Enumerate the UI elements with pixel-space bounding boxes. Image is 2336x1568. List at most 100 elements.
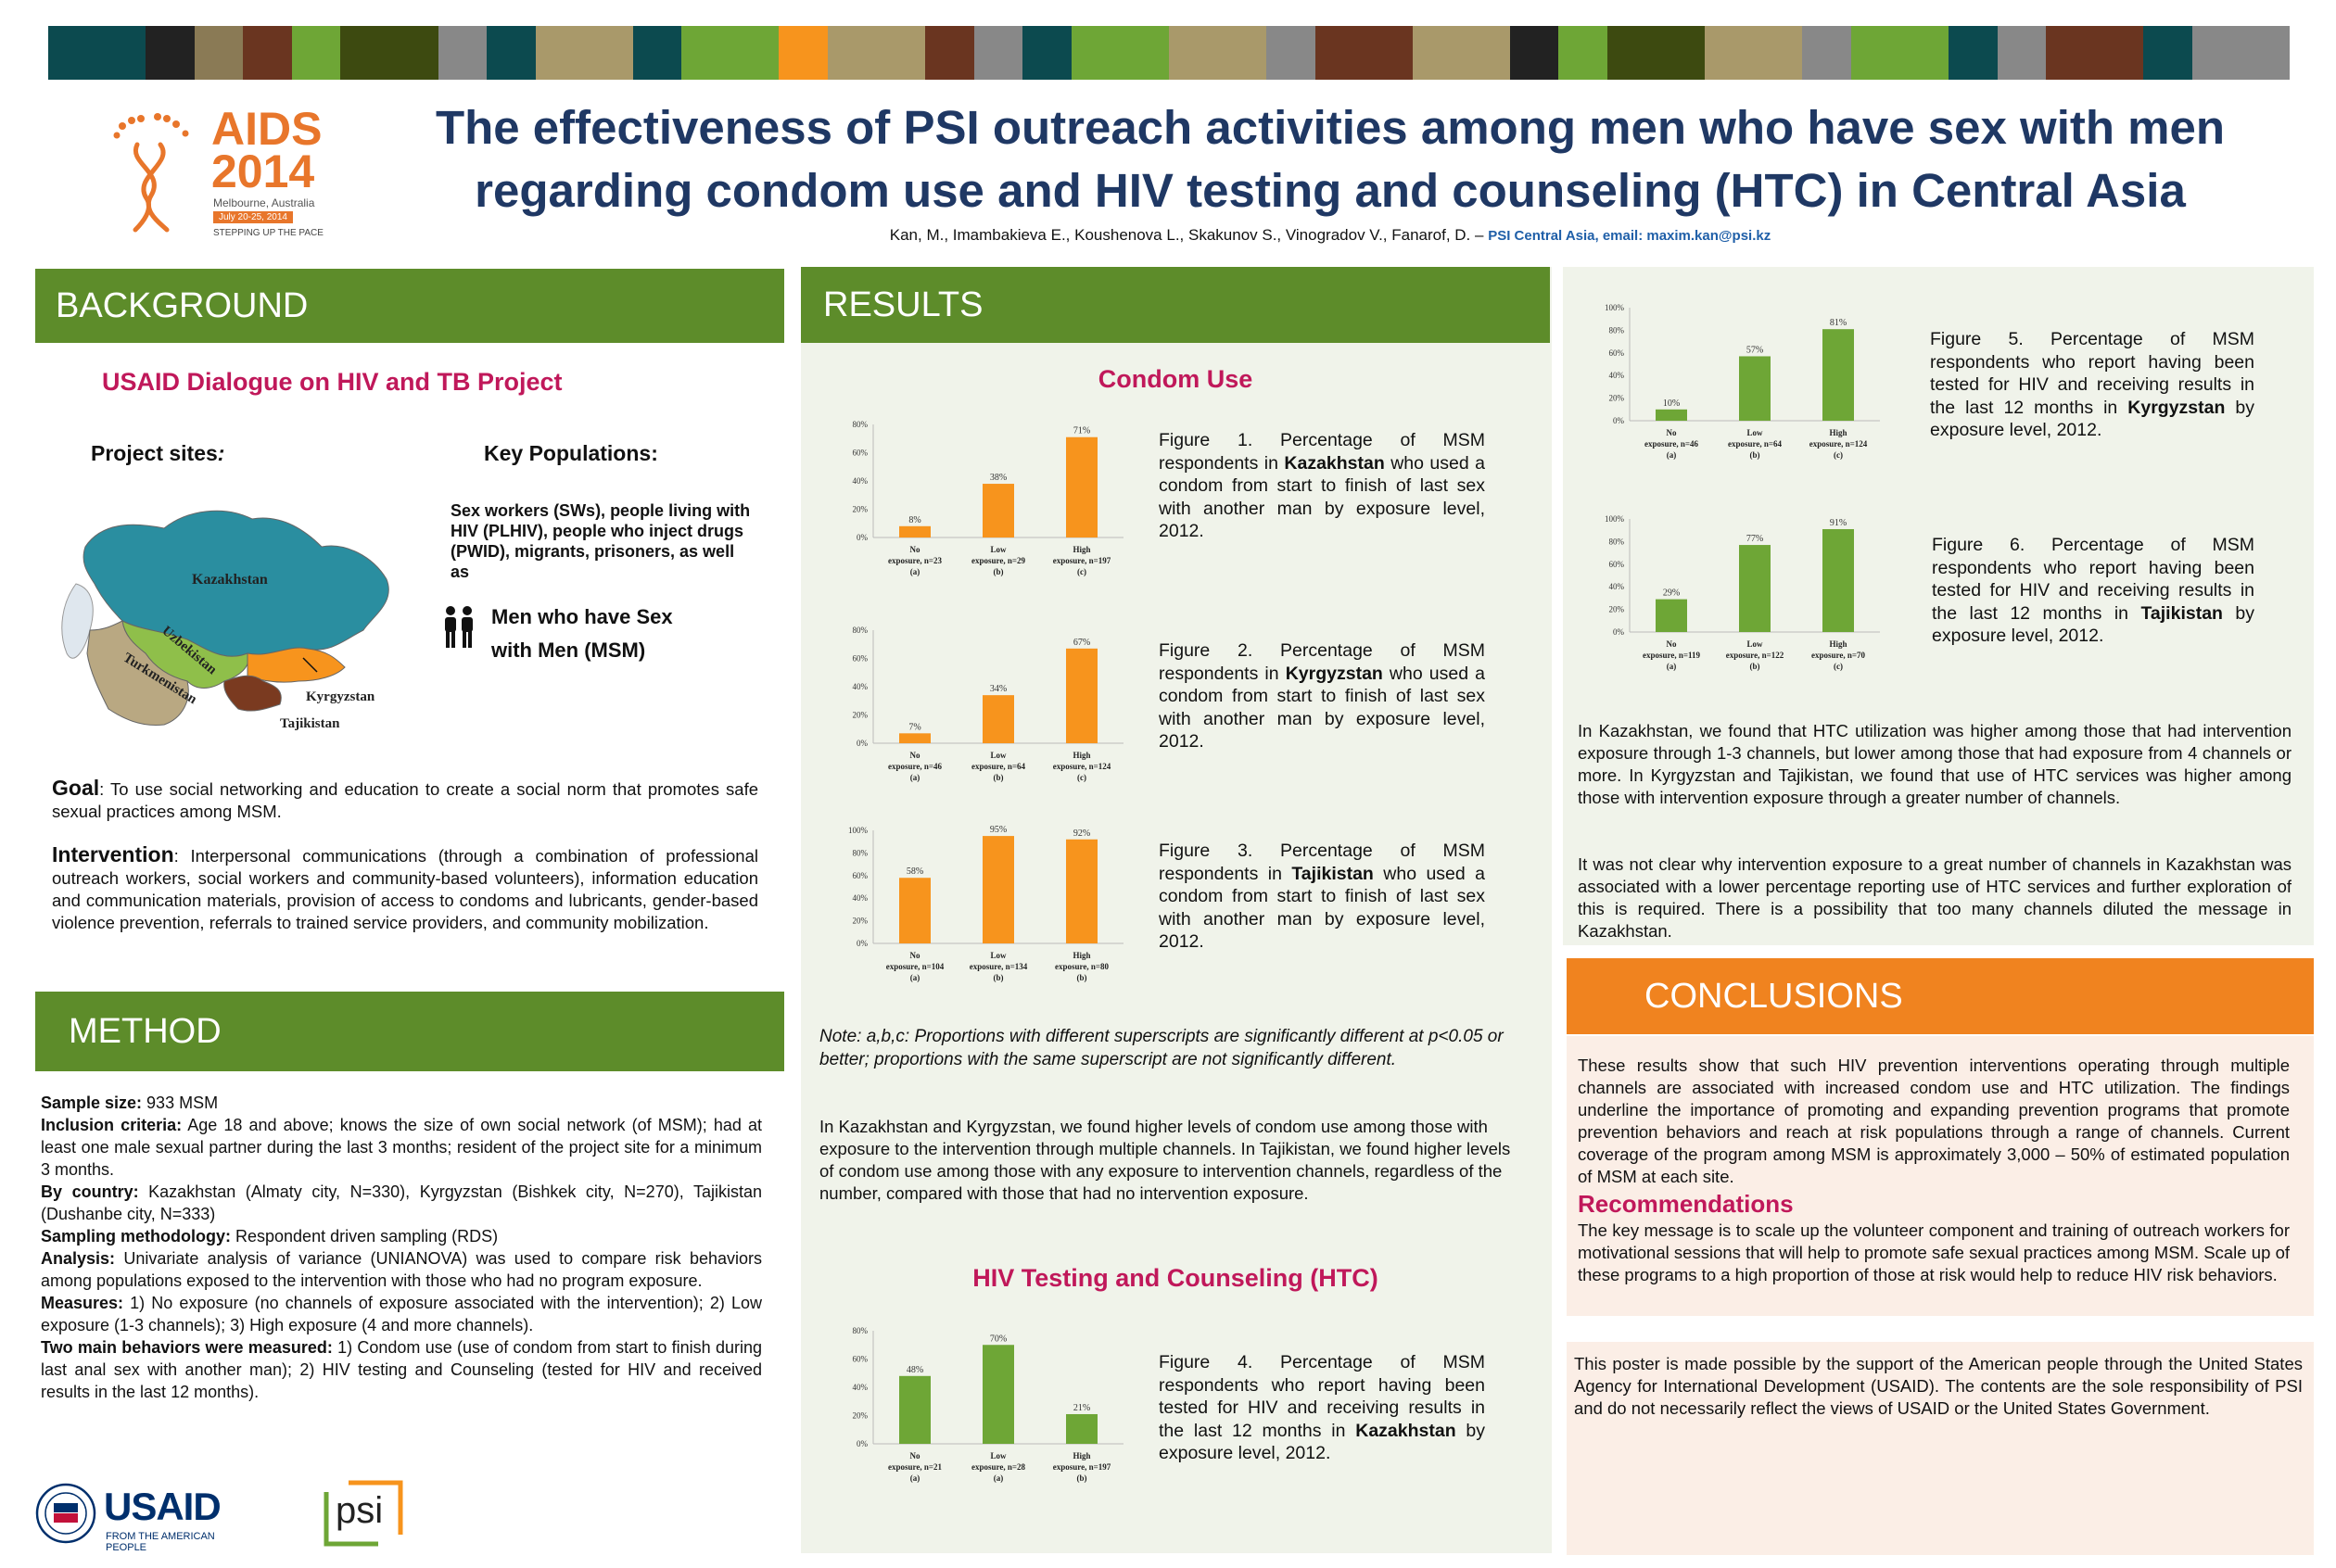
category-label: exposure, n=23 xyxy=(888,556,942,565)
y-tick-label: 0% xyxy=(857,533,869,542)
htc-findings-2: It was not clear why intervention exposu… xyxy=(1578,854,2292,941)
category-label: exposure, n=197 xyxy=(1053,556,1111,565)
fig6-caption-country: Tajikistan xyxy=(2140,602,2223,624)
category-label: Low xyxy=(990,545,1007,554)
strip-block xyxy=(1509,26,1559,80)
category-label: exposure, n=134 xyxy=(970,962,1028,971)
method-item: Measures: 1) No exposure (no channels of… xyxy=(41,1292,762,1336)
y-tick-label: 40% xyxy=(853,476,869,486)
category-label: No xyxy=(910,1451,920,1461)
strip-block xyxy=(2191,26,2290,80)
disclaimer-text: This poster is made possible by the supp… xyxy=(1574,1354,2303,1418)
bar-value-label: 7% xyxy=(908,722,920,732)
method-item-text: Respondent driven sampling (RDS) xyxy=(231,1227,499,1246)
strip-block xyxy=(779,26,828,80)
category-label: exposure, n=70 xyxy=(1811,651,1865,660)
key-populations-text-block: Sex workers (SWs), people living with HI… xyxy=(451,501,751,581)
y-tick-label: 40% xyxy=(853,1383,869,1392)
y-tick-label: 100% xyxy=(1605,303,1625,312)
fig6-svg: 0% 20% 40% 60% 80% 100% 29% No exposure, n=119 (a… xyxy=(1605,514,1880,671)
fig5-caption: Figure 5. Percentage of MSM respondents … xyxy=(1930,328,2254,442)
authors-line: Kan, M., Imambakieva E., Koushenova L., … xyxy=(352,226,2308,245)
y-tick-label: 100% xyxy=(1605,514,1625,524)
category-label: exposure, n=64 xyxy=(971,762,1025,771)
method-item-text: 1) No exposure (no channels of exposure … xyxy=(41,1294,762,1334)
strip-block xyxy=(1314,26,1413,80)
category-label: exposure, n=64 xyxy=(1728,439,1782,449)
y-tick-label: 0% xyxy=(857,739,869,748)
bar xyxy=(1066,1413,1098,1444)
strip-block xyxy=(973,26,1023,80)
category-label: exposure, n=46 xyxy=(1644,439,1698,449)
fig2-caption: Figure 2. Percentage of MSM respondents … xyxy=(1159,639,1485,753)
bar xyxy=(899,733,931,743)
y-tick-label: 0% xyxy=(1613,627,1625,637)
method-item: Inclusion criteria: Age 18 and above; kn… xyxy=(41,1114,762,1181)
category-label: No xyxy=(910,951,920,960)
method-item: By country: Kazakhstan (Almaty city, N=3… xyxy=(41,1181,762,1225)
bar xyxy=(1066,839,1098,943)
category-label: No xyxy=(910,545,920,554)
category-label: No xyxy=(1667,639,1677,649)
project-sites-label: Project sites: xyxy=(91,441,224,466)
category-label: No xyxy=(1667,428,1677,437)
goal-text: : To use social networking and education… xyxy=(52,779,758,821)
people-icon xyxy=(445,606,473,648)
bar xyxy=(899,1375,931,1444)
bar-value-label: 67% xyxy=(1073,638,1090,648)
bar-value-label: 38% xyxy=(990,473,1007,483)
msm-line-2: with Men (MSM) xyxy=(491,639,646,662)
bar-value-label: 58% xyxy=(907,866,923,877)
logo-tagline: STEPPING UP THE PACE xyxy=(213,228,324,238)
background-header-label: BACKGROUND xyxy=(56,285,309,325)
intervention-paragraph: Intervention: Interpersonal communicatio… xyxy=(52,843,758,934)
strip-block xyxy=(2143,26,2192,80)
strip-block xyxy=(1412,26,1510,80)
y-tick-label: 0% xyxy=(857,939,869,948)
title-line-1: The effectiveness of PSI outreach activi… xyxy=(435,101,2226,154)
method-item-label: Analysis: xyxy=(41,1249,116,1268)
y-tick-label: 100% xyxy=(848,826,869,835)
recommendations-title: Recommendations xyxy=(1578,1190,1794,1218)
y-tick-label: 80% xyxy=(853,626,869,635)
logo-aids: AIDS xyxy=(211,103,323,155)
category-label: (a) xyxy=(1667,662,1677,671)
bar xyxy=(899,878,931,943)
category-label: exposure, n=197 xyxy=(1053,1462,1111,1472)
condom-use-findings: In Kazakhstan and Kyrgyzstan, we found h… xyxy=(819,1117,1511,1203)
strip-block xyxy=(1850,26,1949,80)
fig1-caption-pre: Figure 1. Percentage of MSM respondents … xyxy=(1159,430,1485,474)
strip-block xyxy=(340,26,438,80)
bar-value-label: 29% xyxy=(1663,588,1680,599)
goal-label: Goal xyxy=(52,776,100,800)
fig2-caption-pre: Figure 2. Percentage of MSM respondents … xyxy=(1159,640,1485,684)
usaid-seal-icon xyxy=(35,1483,96,1544)
strip-block xyxy=(1705,26,1803,80)
fig6-caption-post: by exposure level, 2012. xyxy=(1932,602,2254,647)
method-item-text: 1) Condom use (use of condom from start … xyxy=(41,1338,762,1401)
y-tick-label: 80% xyxy=(853,848,869,857)
category-label: (b) xyxy=(994,973,1004,982)
fig4-caption-country: Kazakhstan xyxy=(1355,1420,1456,1441)
category-label: (c) xyxy=(1077,773,1086,782)
y-tick-label: 40% xyxy=(1609,371,1625,380)
category-label: (a) xyxy=(910,773,920,782)
category-label: exposure, n=29 xyxy=(971,556,1025,565)
bar-value-label: 10% xyxy=(1663,398,1680,409)
category-label: exposure, n=28 xyxy=(971,1462,1025,1472)
method-item-label: Sample size: xyxy=(41,1094,143,1112)
project-sites-text: Project sites xyxy=(91,441,218,465)
authors: Kan, M., Imambakieva E., Koushenova L., … xyxy=(889,226,1484,244)
category-label: High xyxy=(1073,951,1090,960)
strip-block xyxy=(1948,26,1998,80)
strip-block xyxy=(925,26,974,80)
fig3-caption: Figure 3. Percentage of MSM respondents … xyxy=(1159,840,1485,954)
map-turkmenistan xyxy=(86,620,189,727)
strip-block xyxy=(632,26,682,80)
fig1-caption: Figure 1. Percentage of MSM respondents … xyxy=(1159,429,1485,543)
goal-paragraph: Goal: To use social networking and educa… xyxy=(52,777,758,823)
bar-value-label: 77% xyxy=(1746,534,1763,544)
category-label: exposure, n=21 xyxy=(888,1462,942,1472)
category-label: (b) xyxy=(1077,973,1087,982)
strip-block xyxy=(1071,26,1169,80)
